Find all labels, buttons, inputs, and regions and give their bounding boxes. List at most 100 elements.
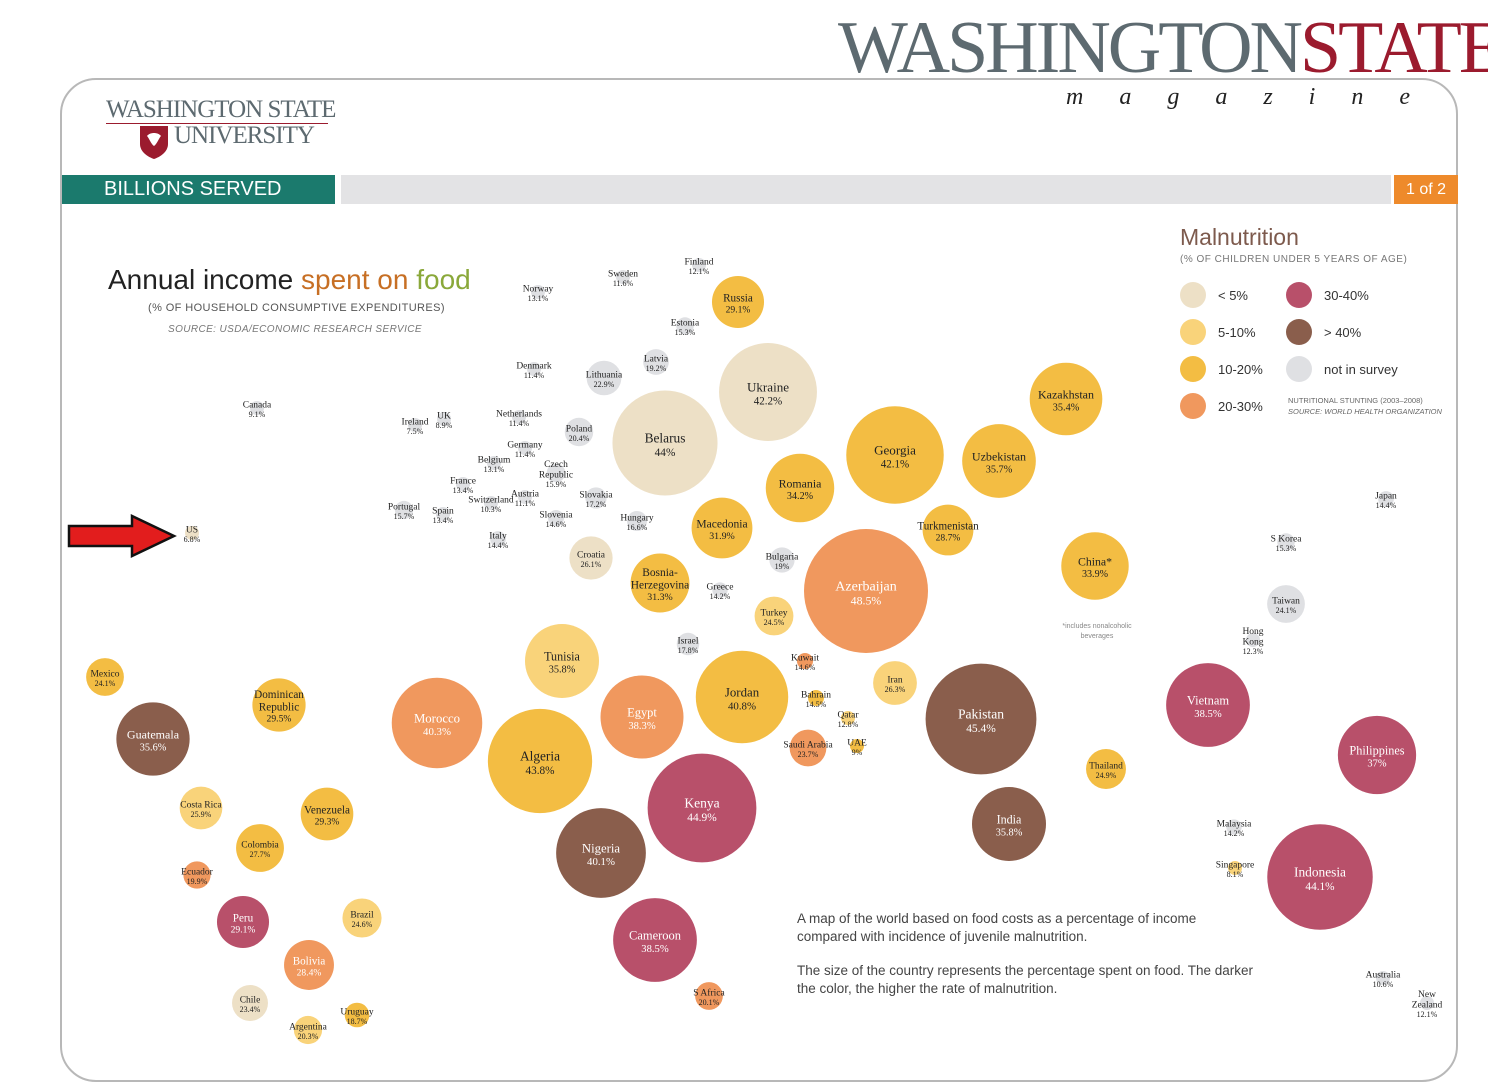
bubble-philippines: Philippines 37%: [1337, 715, 1417, 795]
section-label: BILLIONS SERVED: [62, 175, 335, 204]
masthead-title: WASHINGTONSTATE: [838, 7, 1488, 89]
bubble-label: Greece: [707, 582, 734, 592]
bubble-mark: [232, 985, 268, 1021]
chart-subtitle: (% OF HOUSEHOLD CONSUMPTIVE EXPENDITURES…: [148, 302, 445, 314]
bubble-egypt: Egypt 38.3%: [600, 675, 684, 759]
bubble-value: 11.1%: [515, 499, 536, 508]
legend-label: 30-40%: [1324, 288, 1369, 303]
bubble-mark: [436, 507, 450, 521]
bubble-mark: [293, 1015, 323, 1045]
bubble-label: UK: [437, 411, 451, 421]
bubble-mark: [585, 487, 607, 509]
bubble-mark: [86, 658, 124, 696]
bubble-label: Latvia: [644, 354, 669, 364]
bubble-value: 11.4%: [524, 371, 545, 380]
bubble-value: 33.9%: [1082, 569, 1109, 580]
bubble-value: 15.7%: [394, 512, 415, 521]
legend-swatch: [1180, 282, 1206, 308]
bubble-label: Hong: [1242, 627, 1263, 637]
bubble-mark: [962, 424, 1036, 498]
bubble-label: Taiwan: [1272, 596, 1300, 606]
bubble-label: Czech: [544, 460, 568, 470]
bubble-label: US: [186, 525, 198, 535]
chart-title: Annual income spent on food: [108, 264, 471, 295]
bubble-value: 40.8%: [728, 700, 756, 712]
bubble-value: 38.5%: [641, 944, 669, 955]
bubble-label: Egypt: [627, 705, 657, 719]
bubble-mark: [754, 596, 794, 636]
bubble-value: 11.4%: [515, 450, 536, 459]
bubble-value: 28.4%: [297, 967, 322, 978]
bubble-value: 44%: [655, 447, 676, 459]
bubble-label: Pakistan: [958, 707, 1004, 722]
bubble-value: 14.6%: [795, 663, 816, 672]
legend-swatch: [1286, 282, 1312, 308]
bubble-mark: [456, 477, 470, 491]
bubble-label: Singapore: [1216, 860, 1255, 870]
bubble-label: Dominican: [254, 689, 304, 701]
bubble-mark: [630, 553, 690, 613]
bubble-mark: [691, 497, 753, 559]
bubble-label: Spain: [432, 506, 454, 516]
bubble-label: Australia: [1366, 970, 1402, 980]
bubble-value: 11.6%: [613, 279, 634, 288]
bubble-value: 29.3%: [315, 816, 340, 827]
bubble-mark: [531, 285, 545, 299]
bubble-label: Nigeria: [582, 841, 620, 855]
bubble-mark: [437, 412, 451, 426]
bubble-mark: [841, 711, 855, 725]
bubble-label: Chile: [240, 995, 261, 1005]
bubble-mark: [569, 536, 613, 580]
bubble-value: 35.8%: [549, 664, 576, 675]
bubble-label: Portugal: [388, 502, 421, 512]
bubble-label: Malaysia: [1217, 819, 1253, 829]
legend-swatch: [1180, 356, 1206, 382]
bubble-label: Bulgaria: [766, 552, 799, 562]
china-footnote: *includes nonalcoholic beverages: [1062, 623, 1132, 640]
bubble-value: 12.3%: [1243, 647, 1264, 656]
red-arrow-icon: [67, 514, 177, 558]
bubble-mark: [695, 650, 789, 744]
bubble-mark: [546, 463, 566, 483]
bubble-mark: [185, 526, 199, 540]
bubble-label: Russia: [723, 292, 753, 304]
bubble-mark: [524, 623, 600, 699]
bubble-mark: [1166, 663, 1250, 747]
bubble-value: 14.4%: [1376, 501, 1397, 510]
bubble-value: 25.9%: [191, 810, 212, 819]
bubble-label: Hungary: [620, 513, 653, 523]
bubble-value: 38.3%: [628, 721, 656, 732]
bubble-value: 35.4%: [1053, 402, 1080, 413]
bubble-mark: [1277, 533, 1295, 551]
logo-rule: [106, 123, 328, 124]
bubble-value: 9%: [852, 748, 863, 757]
bubble-label: Belgium: [478, 455, 511, 465]
bubble-label: Republic: [539, 471, 573, 481]
bubble-mark: [846, 406, 944, 504]
